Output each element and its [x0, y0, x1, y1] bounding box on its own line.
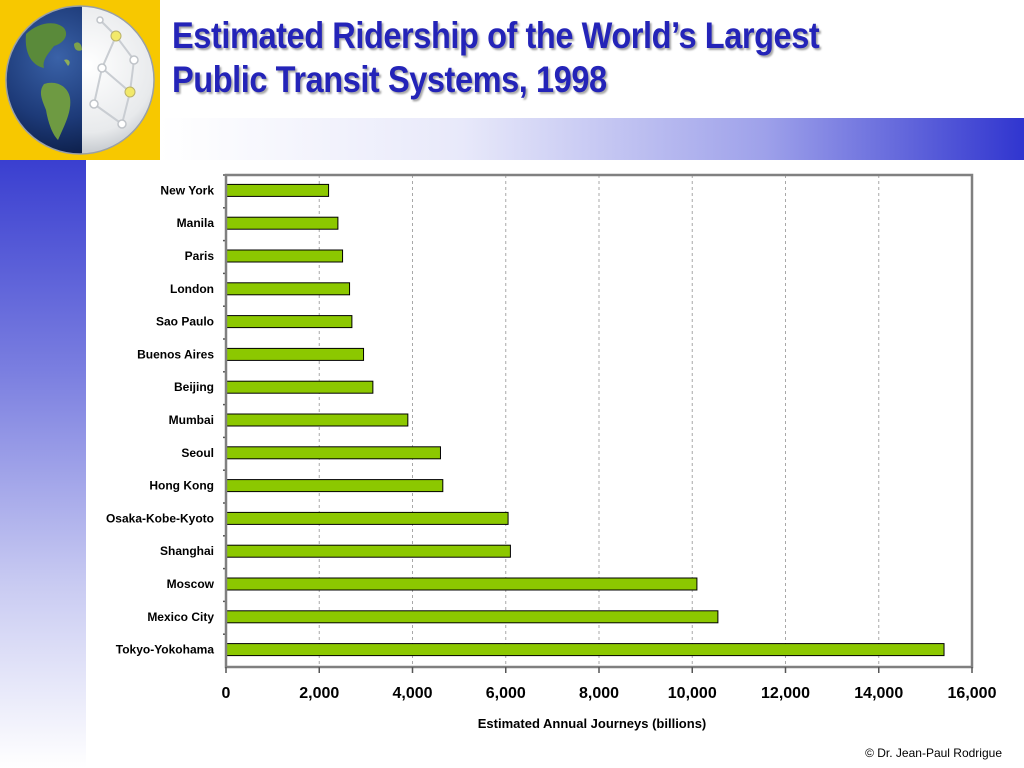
category-label: Moscow [167, 577, 215, 591]
category-label: Shanghai [160, 544, 214, 558]
category-label: Buenos Aires [137, 347, 214, 361]
copyright-credit: © Dr. Jean-Paul Rodrigue [865, 746, 1002, 760]
category-label: Beijing [174, 380, 214, 394]
bar [225, 183, 330, 197]
globe-network-icon [5, 5, 155, 155]
x-tick-label: 12,000 [761, 685, 810, 702]
category-label: London [170, 282, 214, 296]
bar [225, 315, 353, 329]
slide-title: Estimated Ridership of the World’s Large… [172, 15, 820, 100]
bar [225, 479, 444, 493]
bar [225, 577, 698, 591]
x-tick-label: 10,000 [668, 685, 717, 702]
bar [225, 380, 374, 394]
bar [225, 446, 441, 460]
x-tick-label: 16,000 [948, 685, 997, 702]
category-label: Tokyo-Yokohama [116, 643, 215, 657]
x-tick-label: 6,000 [486, 685, 526, 702]
bar [225, 413, 409, 427]
category-label: Seoul [181, 446, 214, 460]
bar [225, 282, 351, 296]
category-label: Hong Kong [149, 479, 214, 493]
left-gradient-bar [0, 160, 86, 768]
x-tick-label: 14,000 [854, 685, 903, 702]
bar [225, 249, 344, 263]
bar [225, 610, 719, 624]
bar [225, 511, 509, 525]
x-tick-label: 8,000 [579, 685, 619, 702]
x-tick-label: 0 [222, 685, 231, 702]
bar [225, 544, 511, 558]
bar [225, 347, 365, 361]
bar [225, 643, 945, 657]
title-gradient-band [160, 118, 1024, 160]
x-axis-title: Estimated Annual Journeys (billions) [478, 716, 707, 731]
category-label: Manila [177, 216, 215, 230]
category-label: Mexico City [147, 610, 214, 624]
category-label: Sao Paulo [156, 315, 214, 329]
x-tick-label: 4,000 [392, 685, 432, 702]
category-label: Mumbai [169, 413, 214, 427]
category-label: New York [160, 183, 214, 197]
x-tick-label: 2,000 [299, 685, 339, 702]
category-label: Osaka-Kobe-Kyoto [106, 511, 214, 525]
category-label: Paris [185, 249, 215, 263]
logo-background [0, 0, 160, 160]
bar [225, 216, 339, 230]
